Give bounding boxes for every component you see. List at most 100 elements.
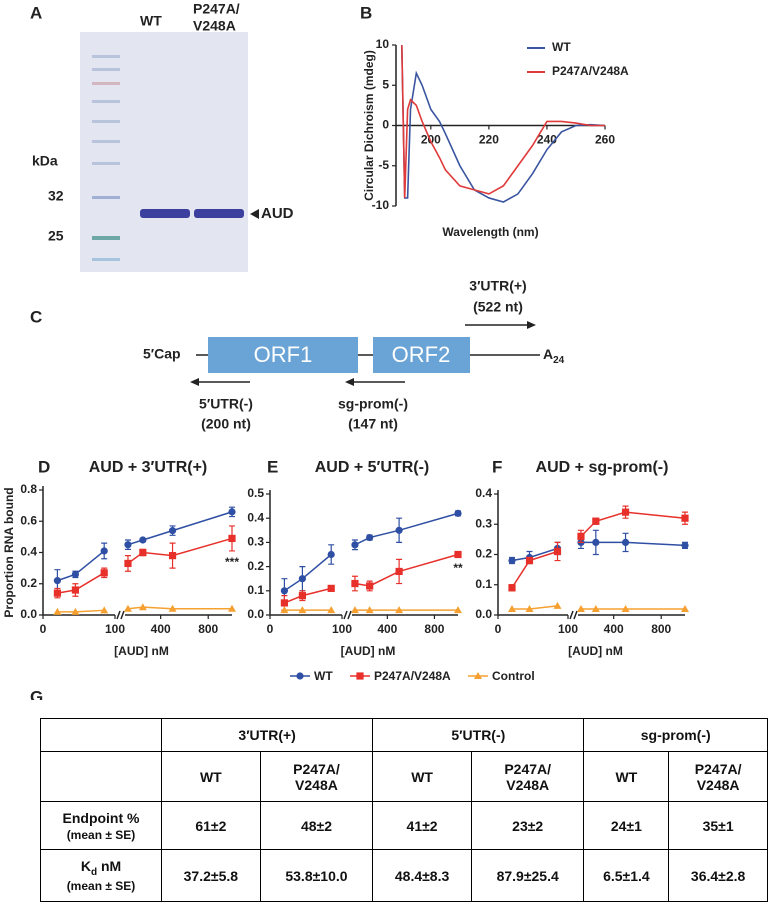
data-row: Kd nM (mean ± SE) 37.2±5.8 53.8±10.0 48.4±8.… <box>40 849 768 902</box>
data-point <box>53 577 62 585</box>
data-point <box>138 603 147 611</box>
row-note: (mean ± SE) <box>66 879 136 894</box>
subheader-line: V248A <box>506 776 550 793</box>
data-point <box>123 604 132 612</box>
data-point <box>508 604 516 612</box>
data-point <box>100 547 108 555</box>
y-tick-label: 0.6 <box>20 513 37 527</box>
x-tick-label: 100 <box>105 622 125 636</box>
data-point <box>454 606 462 614</box>
y-tick-label: 10 <box>376 37 390 51</box>
row-label-part: Endpoint % <box>62 809 140 826</box>
subheader-line: WT <box>615 768 638 785</box>
y-tick-label: 0.0 <box>20 607 37 621</box>
group-header: 5′UTR(-) <box>372 718 585 752</box>
row-label-part: nM <box>97 857 122 874</box>
data-point <box>124 559 132 568</box>
data-point <box>298 606 307 614</box>
data-point <box>681 604 689 612</box>
probe-arrows <box>190 321 536 386</box>
data-point <box>298 575 306 583</box>
value-cell: 36.4±2.8 <box>668 849 768 902</box>
x-tick-label: 400 <box>377 622 397 636</box>
value-cell: 48.4±8.3 <box>372 849 472 902</box>
subheader: WT <box>372 751 472 802</box>
x-tick-label: 400 <box>604 622 624 636</box>
axis-break <box>569 610 574 620</box>
data-point <box>474 672 482 679</box>
y-tick-label: 0 <box>382 118 389 132</box>
data-point <box>296 672 304 680</box>
panel-letter: G <box>30 687 43 700</box>
probe-name: sg-prom(-) <box>338 396 408 412</box>
y-tick-label: 0.1 <box>475 577 492 591</box>
panel-letter: D <box>38 457 50 476</box>
group-label: 3′UTR(+) <box>238 727 296 743</box>
value-cell: 41±2 <box>372 801 472 850</box>
legend-label: WT <box>552 40 571 54</box>
fit-line <box>512 605 685 610</box>
y-tick-label: -10 <box>372 198 390 212</box>
chart-title: AUD + 5′UTR(-) <box>315 459 430 476</box>
subheader: WT <box>583 751 670 802</box>
significance: *** <box>225 555 239 569</box>
subheader-line: P247A/ <box>504 760 552 777</box>
data-point <box>577 532 585 540</box>
x-axis-label: [AUD] nM <box>568 644 623 658</box>
header-row: 3′UTR(+) 5′UTR(-) sg-prom(-) <box>40 718 768 752</box>
fit-line <box>284 553 459 604</box>
lane-label: WT <box>140 13 162 29</box>
orf-box <box>373 337 470 373</box>
subheader: P247A/V248A <box>259 751 374 802</box>
data-point <box>621 508 630 516</box>
y-tick-label: 0.8 <box>20 482 37 496</box>
row-label-part: d <box>90 866 98 878</box>
y-tick-label: 0.2 <box>20 576 37 590</box>
subheader: WT <box>161 751 261 802</box>
y-axis-label: Circular Dichroism (mdeg) <box>362 50 376 201</box>
data-point <box>508 556 516 565</box>
data-point <box>395 526 403 534</box>
value-cell: 6.5±1.4 <box>583 849 670 902</box>
value-cell: 23±2 <box>470 801 585 850</box>
cd-line <box>401 44 606 203</box>
y-tick-label: 0.4 <box>247 510 264 524</box>
data-point <box>71 607 80 615</box>
subheader: P247A/V248A <box>470 751 585 802</box>
data-point <box>525 556 534 565</box>
group-label: sg-prom(-) <box>640 727 711 743</box>
probe-name: 5′UTR(-) <box>199 396 253 412</box>
subheader-line: V248A <box>696 776 740 793</box>
gel-band <box>194 209 244 218</box>
data-point <box>168 604 177 612</box>
data-point <box>124 541 132 549</box>
x-tick-label: 0 <box>267 622 274 636</box>
x-tick-label: 100 <box>558 622 578 636</box>
data-point <box>53 607 62 615</box>
row-label: Endpoint % (mean ± SE) <box>40 801 162 850</box>
data-point <box>228 534 236 543</box>
data-point <box>228 508 236 516</box>
x-tick-label: 200 <box>421 133 441 147</box>
data-point <box>327 606 336 614</box>
figure: A WT P247A/ V248A kDa 32 25 AUD C 5′Cap … <box>2 1 689 700</box>
data-point <box>71 570 79 578</box>
y-tick-label: 0.4 <box>20 545 37 559</box>
axis-break <box>116 610 121 620</box>
y-tick-label: 5 <box>382 77 389 91</box>
axis-break <box>573 610 578 620</box>
subheader-line: P247A/ <box>694 760 742 777</box>
row-label-part: K <box>80 857 91 874</box>
data-point <box>681 541 689 550</box>
ladder <box>92 55 120 261</box>
poly-a-base: A <box>543 346 553 362</box>
data-point <box>280 587 288 595</box>
data-point <box>280 606 289 614</box>
corner-cell <box>40 718 162 752</box>
subheader-line: P247A/ <box>293 760 340 777</box>
data-point <box>525 604 534 612</box>
panel-letter: B <box>360 3 372 22</box>
orf-box <box>208 337 358 373</box>
subheader-line: V248A <box>295 776 338 793</box>
